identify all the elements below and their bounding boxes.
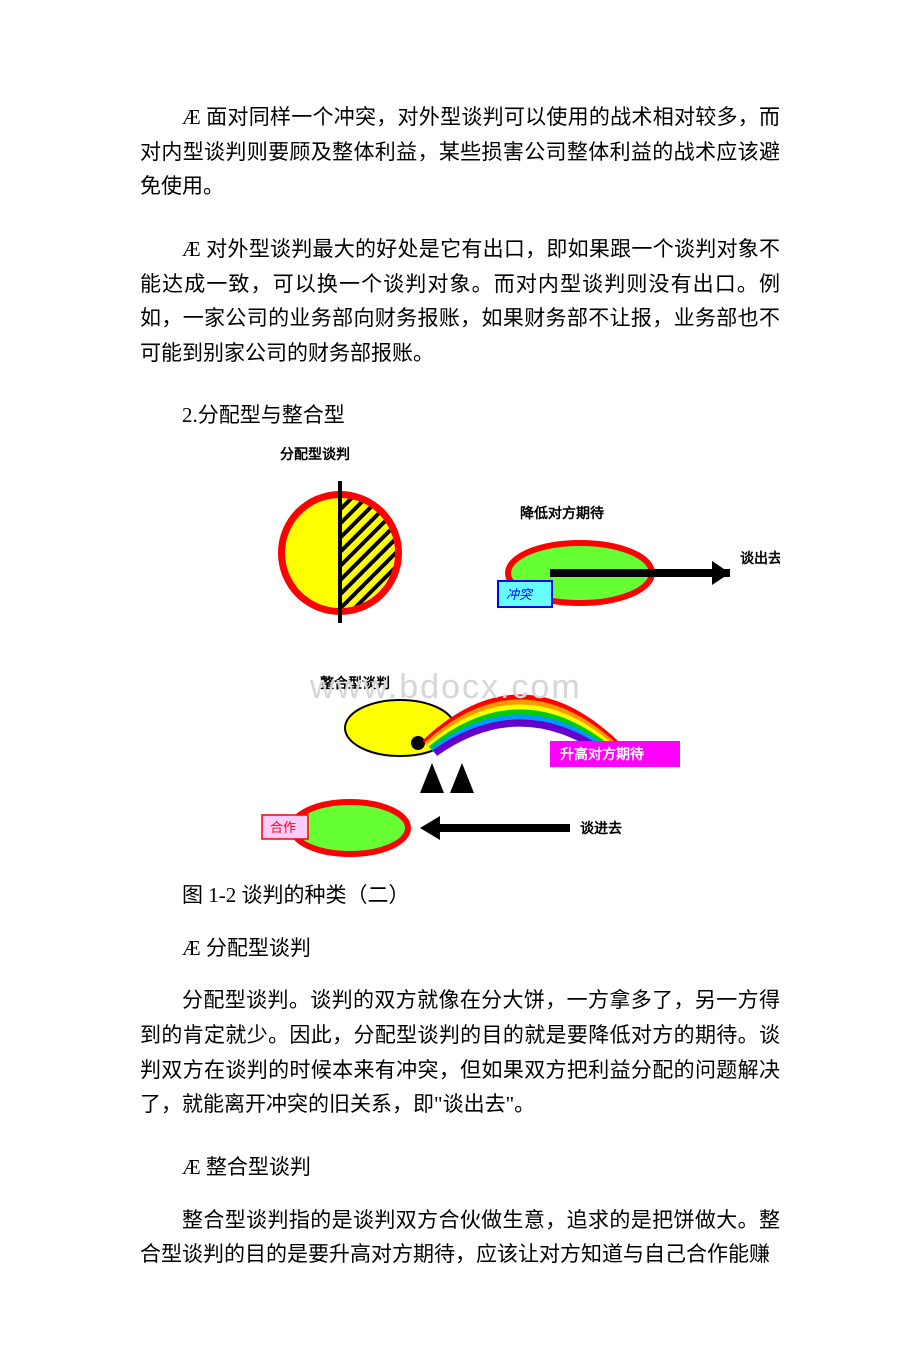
up-triangle-1 <box>420 763 444 793</box>
dist-arrow-head <box>712 561 730 585</box>
integrative-title: 整合型谈判 <box>319 675 390 692</box>
subheading-integrative: Æ 整合型谈判 <box>140 1150 780 1185</box>
paragraph-3: 分配型谈判。谈判的双方就像在分大饼，一方拿多了，另一方得到的肯定就少。因此，分配… <box>140 983 780 1122</box>
cooperate-label: 合作 <box>270 820 296 835</box>
lower-expectation-label: 降低对方期待 <box>520 505 604 522</box>
talk-in-label: 谈进去 <box>580 820 622 837</box>
conflict-label: 冲突 <box>506 587 534 602</box>
section-heading-2: 2.分配型与整合型 <box>140 398 780 433</box>
subheading-distributive: Æ 分配型谈判 <box>140 931 780 966</box>
figure-caption: 图 1-2 谈判的种类（二） <box>140 878 780 913</box>
talk-out-label: 谈出去 <box>740 550 780 567</box>
figure-1-2: www.bdocx.com 分配型谈判 降低对方期待 谈出去 冲 <box>220 443 780 868</box>
diagram-svg: 分配型谈判 降低对方期待 谈出去 冲突 整合型谈判 <box>220 443 780 863</box>
int-dot <box>411 736 425 750</box>
int-arrow-head <box>420 816 440 840</box>
paragraph-4: 整合型谈判指的是谈判双方合伙做生意，追求的是把饼做大。整合型谈判的目的是要升高对… <box>140 1203 780 1272</box>
paragraph-2: Æ 对外型谈判最大的好处是它有出口，即如果跟一个谈判对象不能达成一致，可以换一个… <box>140 232 780 371</box>
int-green-ellipse <box>292 802 408 854</box>
distributive-title: 分配型谈判 <box>280 446 350 463</box>
up-triangle-2 <box>450 763 474 793</box>
paragraph-1: Æ 面对同样一个冲突，对外型谈判可以使用的战术相对较多，而对内型谈判则要顾及整体… <box>140 100 780 204</box>
raise-expectation-label: 升高对方期待 <box>560 746 644 763</box>
